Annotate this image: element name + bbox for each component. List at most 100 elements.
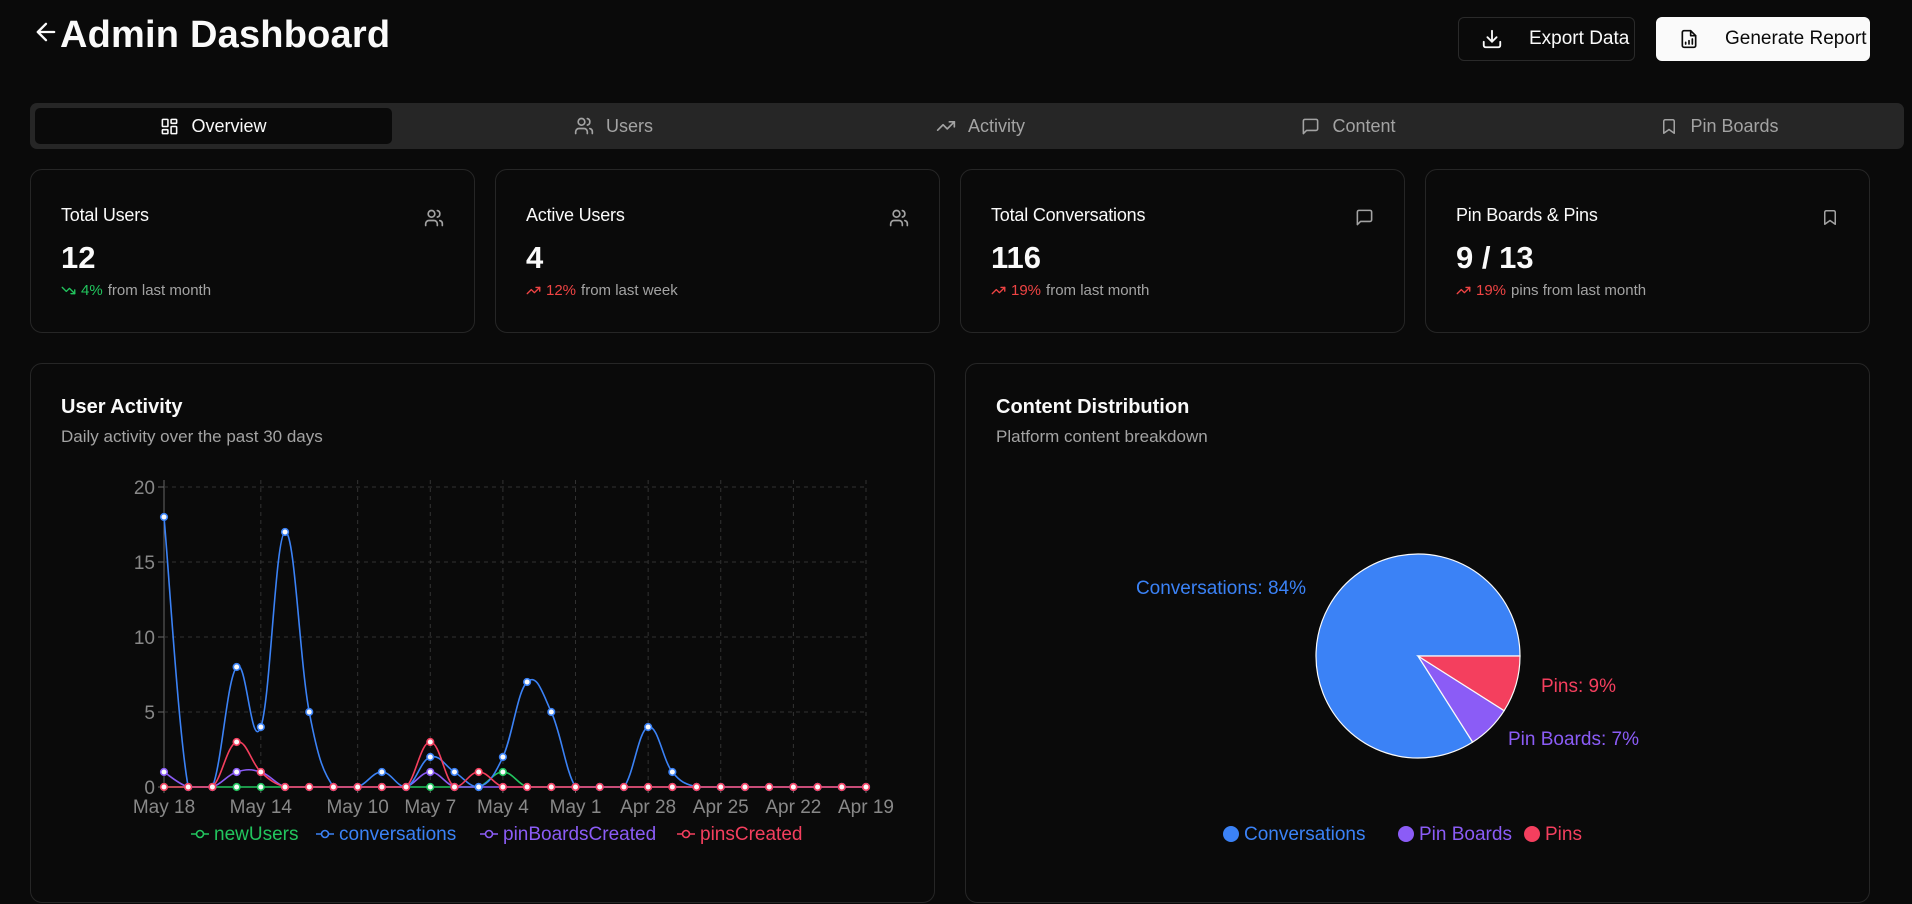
panel-title: User Activity [61, 396, 183, 418]
series-line-conversations [163, 516, 866, 788]
pie-label: Pin Boards: 7% [1508, 729, 1639, 750]
data-point-newUsers [498, 767, 507, 777]
data-point-pinsCreated [280, 782, 290, 792]
data-point-pinsCreated [474, 767, 483, 777]
stat-card-total-users: Total Users 12 4% from last month [30, 169, 475, 333]
data-point-conversations [523, 677, 532, 687]
layout-grid-icon [162, 118, 178, 134]
data-point-pinsCreated [571, 782, 580, 792]
legend-marker [484, 829, 494, 839]
data-point-conversations [256, 722, 265, 732]
data-point-pinsCreated [595, 782, 604, 792]
x-tick-label: Apr 22 [765, 797, 821, 818]
legend-label: Pin Boards [1419, 824, 1512, 845]
data-point-pinsCreated [305, 782, 314, 792]
trending-up-icon [526, 286, 541, 295]
stat-title: Pin Boards & Pins [1456, 205, 1598, 225]
legend-item-pins: Pins [1524, 824, 1582, 845]
generate-report-label: Generate Report [1725, 28, 1867, 49]
data-point-pinsCreated [208, 782, 217, 792]
data-point-conversations [426, 752, 435, 762]
legend-label: newUsers [214, 824, 298, 845]
data-point-newUsers [256, 782, 265, 792]
legend-marker [1223, 826, 1239, 842]
legend-item-pinBoardsCreated: pinBoardsCreated [480, 824, 656, 845]
tab-content[interactable]: Content [1170, 108, 1527, 144]
users-icon [889, 209, 909, 227]
legend-label: conversations [339, 824, 456, 845]
tab-activity[interactable]: Activity [802, 108, 1159, 144]
export-data-label: Export Data [1529, 28, 1630, 49]
data-point-conversations [159, 512, 169, 522]
user-activity-panel: User Activity Daily activity over the pa… [30, 363, 935, 903]
stat-change: 12% from last week [526, 282, 678, 299]
y-tick-label: 15 [134, 553, 155, 574]
data-point-pinBoardsCreated [159, 767, 169, 777]
tab-pin-boards-label: Pin Boards [1690, 115, 1779, 136]
data-point-pinsCreated [450, 782, 459, 792]
legend-marker [195, 829, 205, 839]
x-tick-label: May 10 [326, 797, 388, 818]
panel-subtitle: Platform content breakdown [996, 427, 1208, 446]
stat-value: 9 / 13 [1456, 240, 1534, 275]
legend-item-pin-boards: Pin Boards [1398, 824, 1512, 845]
tab-overview[interactable]: Overview [35, 108, 392, 144]
stat-card-pin-boards: Pin Boards & Pins 9 / 13 19% pins from l… [1425, 169, 1870, 333]
file-chart-icon [1681, 29, 1697, 49]
data-point-pinsCreated [644, 782, 653, 792]
stat-card-total-conversations: Total Conversations 116 19% from last mo… [960, 169, 1405, 333]
legend-item-conversations: Conversations [1223, 824, 1365, 845]
page-title: Admin Dashboard [60, 14, 391, 56]
stat-change: 19% pins from last month [1456, 282, 1646, 299]
x-tick-label: May 14 [230, 797, 293, 818]
tab-pin-boards[interactable]: Pin Boards [1541, 108, 1898, 144]
data-point-conversations [474, 782, 483, 792]
tab-overview-label: Overview [191, 115, 267, 136]
panel-subtitle: Daily activity over the past 30 days [61, 427, 323, 446]
tab-content-label: Content [1332, 115, 1396, 136]
data-point-conversations [305, 707, 314, 717]
data-point-conversations [547, 707, 556, 717]
data-point-pinsCreated [329, 782, 338, 792]
bookmark-icon [1824, 210, 1836, 225]
users-icon [424, 209, 444, 227]
data-point-pinsCreated [789, 782, 798, 792]
trending-up-icon [991, 286, 1006, 295]
legend-marker [1524, 826, 1540, 842]
tab-users[interactable]: Users [435, 108, 792, 144]
data-point-pinsCreated [765, 782, 774, 792]
data-point-pinsCreated [619, 782, 629, 792]
pie-slice-pins [1415, 655, 1521, 712]
data-point-newUsers [426, 782, 435, 792]
data-point-conversations [377, 767, 386, 777]
x-tick-label: Apr 19 [838, 797, 894, 818]
users-icon [574, 117, 594, 135]
stat-change: 4% from last month [61, 282, 211, 299]
legend-item-pinsCreated: pinsCreated [677, 824, 802, 845]
tab-bar: Overview Users Activity Content Pin Boar… [30, 103, 1904, 149]
data-point-pinsCreated [523, 782, 532, 792]
stat-title: Active Users [526, 205, 625, 225]
stat-change-percent: 4% [81, 282, 103, 299]
stat-card-active-users: Active Users 4 12% from last week [495, 169, 940, 333]
legend-marker [1398, 826, 1414, 842]
export-data-button[interactable]: Export Data [1458, 17, 1635, 61]
y-tick-label: 10 [134, 628, 155, 649]
stat-value: 116 [991, 240, 1042, 275]
data-point-newUsers [232, 782, 241, 792]
data-point-pinsCreated [547, 782, 556, 792]
message-square-icon [1356, 209, 1373, 226]
data-point-pinsCreated [813, 782, 822, 792]
generate-report-button[interactable]: Generate Report [1656, 17, 1870, 61]
data-point-pinsCreated [353, 782, 362, 792]
back-arrow-icon[interactable] [32, 18, 60, 46]
stat-title: Total Conversations [991, 205, 1146, 225]
data-point-pinsCreated [692, 782, 701, 792]
legend-label: Pins [1545, 824, 1582, 845]
x-tick-label: May 7 [404, 797, 456, 818]
trending-up-icon [936, 121, 956, 131]
trending-down-icon [61, 286, 76, 295]
stat-value: 4 [526, 240, 544, 275]
pie-label: Pins: 9% [1541, 676, 1616, 697]
message-square-icon [1303, 118, 1319, 134]
